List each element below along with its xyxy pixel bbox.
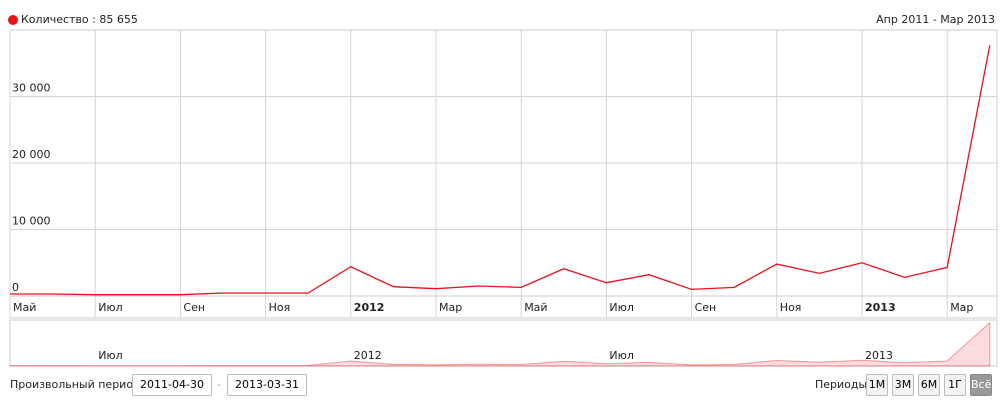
x-tick-label: Июл <box>98 301 123 314</box>
date-to[interactable]: 2013-03-31 <box>227 374 307 396</box>
x-tick-label: Май <box>13 301 36 314</box>
x-tick-label: Июл <box>609 301 634 314</box>
period-button[interactable]: 3М <box>892 374 914 396</box>
x-tick-label: Ноя <box>780 301 802 314</box>
y-tick-label: 20 000 <box>12 148 51 161</box>
y-tick-label: 30 000 <box>12 82 51 95</box>
x-tick-label: 2012 <box>354 301 385 314</box>
period-button[interactable]: 6М <box>918 374 940 396</box>
x-tick-label: Мар <box>439 301 462 314</box>
legend: Количество : 85 655 <box>21 13 138 26</box>
x-tick-label: Мар <box>950 301 973 314</box>
navigator-area <box>9 321 991 367</box>
date-from[interactable]: 2011-04-30 <box>132 374 212 396</box>
navigator-label: 2013 <box>865 349 893 362</box>
x-tick-label: Ноя <box>269 301 291 314</box>
period-button[interactable]: 1Г <box>944 374 966 396</box>
y-tick-label: 0 <box>12 281 19 294</box>
x-axis-band <box>9 295 998 319</box>
x-tick-label: Май <box>524 301 547 314</box>
navigator-label: Июл <box>609 349 634 362</box>
custom-period-label: Произвольный период: <box>10 378 145 391</box>
legend-marker <box>8 15 18 25</box>
period-button[interactable]: Всё <box>970 374 992 396</box>
x-tick-label: Сен <box>695 301 717 314</box>
periods-label: Периоды: <box>815 378 871 391</box>
chart: Количество : 85 655 Апр 2011 - Мар 2013 … <box>8 13 998 367</box>
separator: - <box>217 378 221 391</box>
y-tick-label: 10 000 <box>12 215 51 228</box>
navigator-label: 2012 <box>354 349 382 362</box>
line <box>10 45 991 296</box>
period-button[interactable]: 1М <box>866 374 888 396</box>
navigator-frame <box>9 319 998 367</box>
range-label: Апр 2011 - Мар 2013 <box>876 13 995 26</box>
navigator-label: Июл <box>98 349 123 362</box>
x-tick-label: Сен <box>183 301 205 314</box>
x-tick-label: 2013 <box>865 301 896 314</box>
